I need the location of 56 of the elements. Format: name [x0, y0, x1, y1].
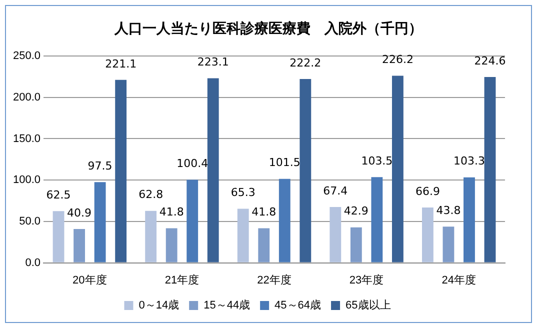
data-label: 41.8 [159, 206, 184, 219]
bar [350, 227, 362, 262]
y-tick-label: 0.0 [25, 256, 41, 269]
data-label: 42.9 [344, 204, 368, 218]
bar [237, 208, 249, 262]
chart-title: 人口一人当たり医科診療医療費 入院外（千円） [113, 20, 424, 38]
bar [74, 228, 85, 262]
data-label: 223.1 [197, 56, 229, 69]
x-tick-label: 24年度 [442, 273, 476, 286]
data-label: 103.5 [361, 154, 393, 168]
y-tick-label: 250.0 [12, 50, 41, 62]
data-label: 97.5 [88, 160, 112, 173]
x-tick-label: 22年度 [257, 273, 292, 286]
bar [166, 228, 178, 262]
data-label: 100.4 [176, 157, 208, 170]
data-label: 221.1 [105, 57, 137, 70]
y-tick-label: 100.0 [12, 174, 41, 186]
data-label: 224.6 [474, 54, 506, 68]
data-label: 40.9 [67, 206, 92, 220]
bar [94, 182, 106, 262]
y-tick-label: 50.0 [19, 215, 41, 228]
bar [371, 177, 383, 262]
bar [330, 207, 342, 262]
bar [484, 77, 496, 262]
bar [392, 76, 404, 262]
y-tick-label: 200.0 [12, 91, 41, 104]
data-label: 65.3 [230, 186, 256, 200]
data-label: 101.5 [268, 156, 300, 170]
bar [207, 78, 219, 262]
bar [52, 211, 64, 262]
data-label: 103.3 [453, 154, 485, 168]
data-label: 67.4 [323, 184, 348, 198]
x-tick-label: 21年度 [164, 273, 200, 286]
bar [422, 207, 434, 262]
bar [145, 210, 157, 262]
bar [464, 177, 475, 262]
data-label: 43.8 [436, 204, 461, 217]
bar [442, 226, 454, 262]
data-label: 222.2 [290, 56, 322, 70]
data-label: 41.8 [252, 206, 276, 219]
legend-label: 0～14歳 [138, 298, 180, 312]
y-tick-label: 150.0 [12, 132, 41, 145]
data-label: 62.8 [138, 188, 164, 202]
bar [300, 78, 312, 262]
data-label: 226.2 [382, 53, 414, 66]
legend-label: 45～64歳 [274, 298, 322, 312]
bar [115, 80, 127, 262]
data-label: 66.9 [415, 184, 440, 198]
legend-label: 15～44歳 [204, 298, 250, 312]
legend-label: 65歳以上 [346, 298, 391, 312]
x-tick-label: 20年度 [72, 273, 107, 286]
bar [186, 180, 198, 262]
bar [278, 178, 290, 262]
x-tick-label: 23年度 [349, 273, 384, 286]
data-label: 62.5 [46, 188, 71, 202]
bar [258, 228, 270, 262]
